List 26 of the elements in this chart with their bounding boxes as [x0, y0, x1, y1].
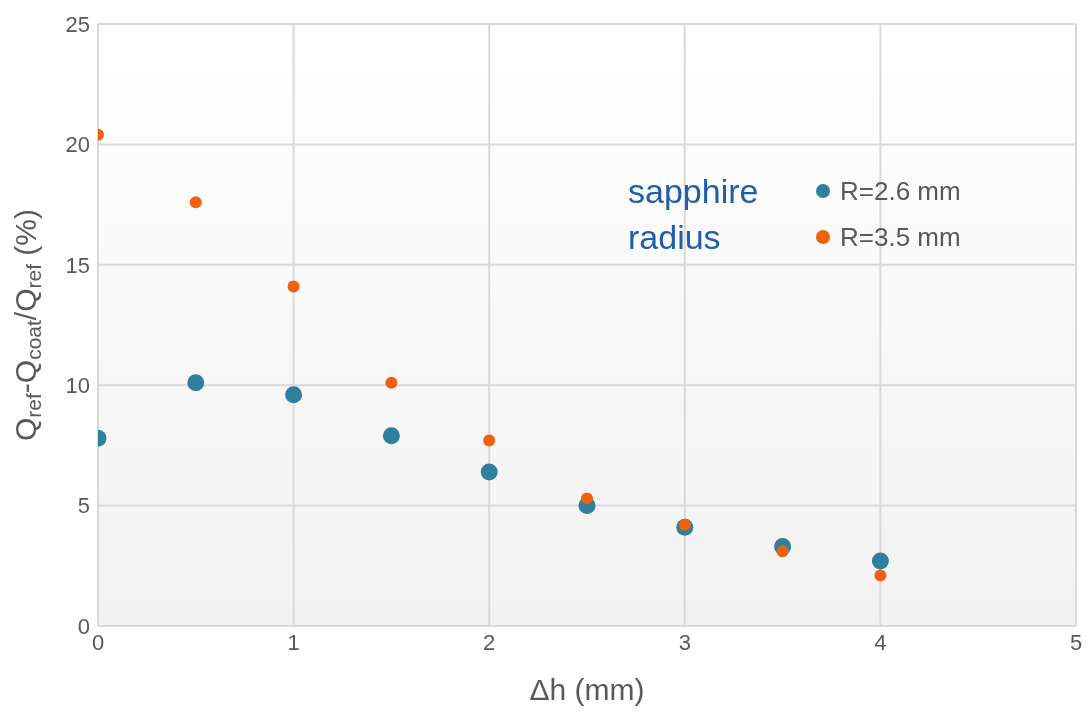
y-tick-label: 0	[77, 613, 90, 639]
y-tick-label: 10	[65, 373, 90, 399]
point	[187, 374, 205, 392]
x-tick-label: 5	[1069, 629, 1083, 655]
y-tick-label: 5	[77, 493, 90, 519]
point	[871, 552, 889, 570]
x-tick-label: 4	[874, 629, 887, 655]
x-tick-label: 2	[483, 629, 496, 655]
point	[581, 492, 593, 505]
point	[285, 386, 303, 404]
x-tick-label: 3	[678, 629, 691, 655]
point	[385, 376, 398, 389]
point	[382, 427, 400, 445]
point	[483, 434, 496, 447]
point	[874, 569, 887, 582]
point	[480, 463, 498, 481]
y-tick-label: 25	[65, 11, 90, 37]
x-tick-label: 1	[287, 629, 300, 655]
y-tick-label: 15	[65, 252, 90, 278]
legend-label: R=3.5 mm	[839, 220, 961, 254]
y-tick-label: 20	[65, 132, 90, 158]
x-axis-title: Δh (mm)	[529, 673, 645, 706]
legend-label: R=2.6 mm	[839, 174, 961, 208]
legend-title: sapphire radius	[628, 171, 760, 258]
point	[287, 280, 300, 293]
point	[189, 196, 202, 209]
